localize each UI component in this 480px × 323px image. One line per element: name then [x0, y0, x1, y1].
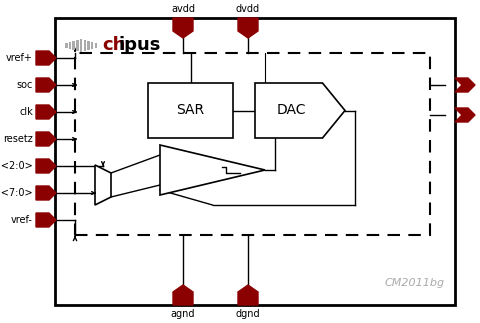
- Bar: [76, 39, 79, 50]
- Bar: [84, 39, 86, 50]
- Text: eoc: eoc: [479, 110, 480, 120]
- Polygon shape: [255, 83, 345, 138]
- Bar: [69, 41, 71, 48]
- Text: SAR: SAR: [177, 103, 204, 118]
- Text: dvdd: dvdd: [236, 4, 260, 14]
- Polygon shape: [455, 108, 475, 122]
- Text: sel<2:0>: sel<2:0>: [0, 161, 33, 171]
- Polygon shape: [160, 145, 265, 195]
- Polygon shape: [455, 78, 475, 92]
- Bar: [80, 38, 82, 51]
- Text: resetz: resetz: [3, 134, 33, 144]
- Bar: [55, 18, 455, 305]
- Text: agnd: agnd: [171, 309, 195, 319]
- Text: vref+: vref+: [6, 53, 33, 63]
- Text: out<9:0>: out<9:0>: [479, 80, 480, 90]
- Polygon shape: [36, 213, 56, 227]
- Text: dgnd: dgnd: [236, 309, 260, 319]
- Polygon shape: [36, 105, 56, 119]
- Text: CM2011bg: CM2011bg: [385, 278, 445, 288]
- Polygon shape: [36, 132, 56, 146]
- Text: avdd: avdd: [171, 4, 195, 14]
- Text: ipus: ipus: [118, 36, 161, 54]
- Text: ch: ch: [102, 36, 126, 54]
- Polygon shape: [36, 159, 56, 173]
- Text: DAC: DAC: [276, 103, 306, 118]
- Text: clk: clk: [19, 107, 33, 117]
- Polygon shape: [36, 186, 56, 200]
- Bar: [72, 40, 75, 49]
- Polygon shape: [173, 285, 193, 305]
- Bar: [91, 41, 94, 48]
- Polygon shape: [238, 285, 258, 305]
- Bar: [95, 43, 97, 47]
- Bar: [148, 83, 233, 138]
- Text: soc: soc: [17, 80, 33, 90]
- Text: vin<7:0>: vin<7:0>: [0, 188, 33, 198]
- Text: vref-: vref-: [11, 215, 33, 225]
- Polygon shape: [238, 18, 258, 38]
- Polygon shape: [36, 78, 56, 92]
- Bar: [75, 53, 430, 235]
- Polygon shape: [95, 165, 111, 205]
- Polygon shape: [173, 18, 193, 38]
- Polygon shape: [36, 51, 56, 65]
- Bar: [65, 43, 68, 47]
- Bar: [87, 40, 90, 49]
